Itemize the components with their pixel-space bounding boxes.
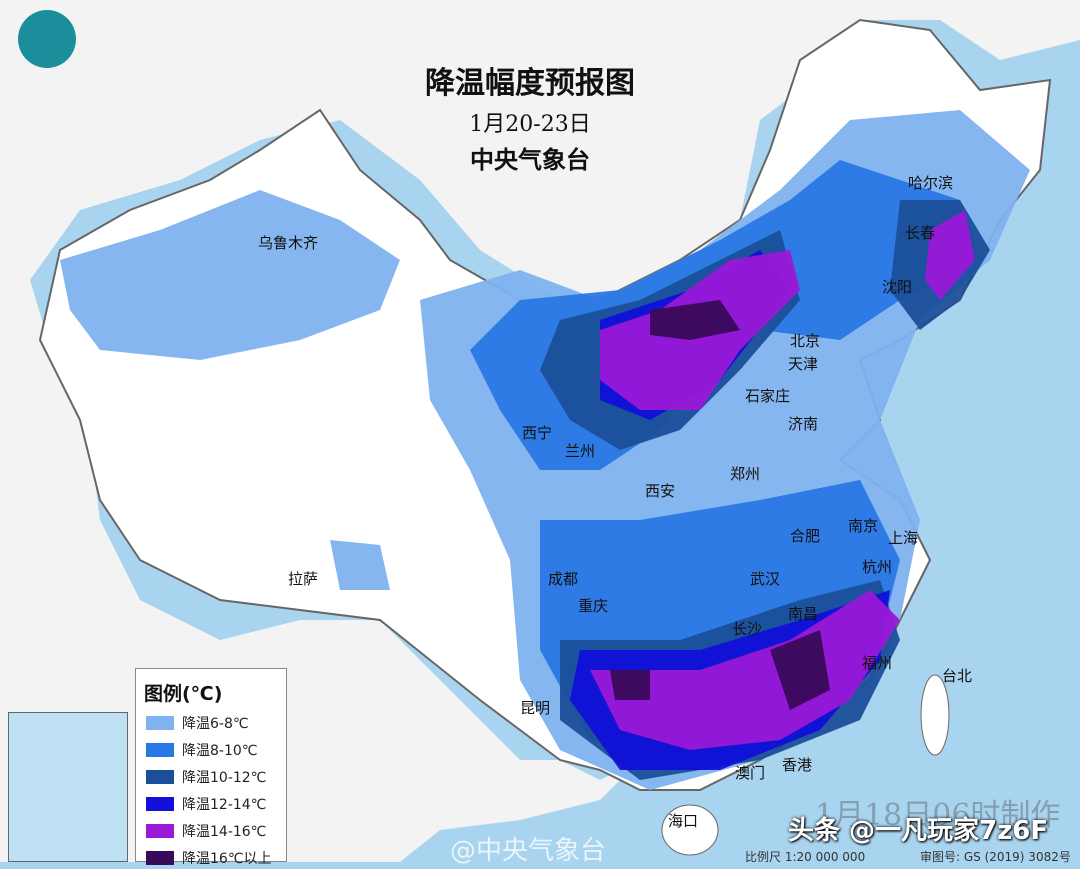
temperature-drop-areas [60,110,1030,790]
legend-label: 降温6-8℃ [182,716,249,732]
legend-label: 降温10-12℃ [182,770,267,786]
city-label: 南京 [848,517,879,535]
city-label: 南昌 [788,605,819,623]
toutiao-watermark: 头条 @一凡玩家7z6F [788,816,1049,846]
city-label: 长春 [905,224,936,242]
legend-label: 降温16℃以上 [182,851,272,867]
city-label: 台北 [942,667,973,685]
city-label: 郑州 [730,465,761,483]
legend-swatch [146,716,174,730]
legend-title: 图例(℃) [144,683,223,705]
temperature-drop-area [60,190,400,360]
city-label: 武汉 [750,570,781,588]
city-label: 澳门 [735,764,766,782]
city-label: 哈尔滨 [908,174,954,192]
legend-item: 降温14-16℃ [146,820,286,842]
city-label: 长沙 [732,620,763,638]
city-label: 沈阳 [882,278,913,296]
city-label: 香港 [782,756,813,774]
legend-item: 降温12-14℃ [146,793,286,815]
hainan-island [661,804,719,856]
temperature-drop-area [590,590,900,750]
city-label: 合肥 [790,527,821,545]
city-label: 昆明 [520,699,551,717]
temperature-drop-area [770,630,830,710]
map-title: 降温幅度预报图 [425,66,635,101]
city-label: 成都 [548,570,579,588]
city-label: 济南 [788,415,819,433]
legend-item: 降温10-12℃ [146,766,286,788]
map-agency: 中央气象台 [470,145,590,174]
city-label: 上海 [888,529,919,547]
city-label: 杭州 [862,558,893,576]
legend: 图例(℃) 降温6-8℃ 降温8-10℃ 降温10-12℃ 降温12-14℃ 降温14-… [135,668,287,867]
city-label: 石家庄 [745,387,791,405]
city-label: 西宁 [522,424,553,442]
temperature-drop-area [925,210,975,300]
city-label: 天津 [788,355,819,373]
approval-number: 审图号: GS (2019) 3082号 [920,850,1071,864]
temperature-drop-area [330,540,390,590]
city-label: 福州 [862,654,893,672]
legend-swatch [146,770,174,784]
temperature-drop-area [650,300,740,340]
cma-logo [18,10,76,68]
scale-text: 比例尺 1:20 000 000 [745,850,866,864]
legend-label: 降温8-10℃ [182,743,258,759]
city-label: 拉萨 [288,570,319,588]
legend-item: 降温8-10℃ [146,739,286,761]
legend-item: 降温16℃以上 [146,847,286,869]
legend-swatch [146,851,174,865]
legend-swatch [146,824,174,838]
legend-swatch [146,797,174,811]
city-label: 海口 [668,812,699,830]
taiwan-island [920,674,950,756]
weibo-watermark: @中央气象台 [450,836,607,866]
city-label: 西安 [645,482,676,500]
city-label: 兰州 [565,442,596,460]
city-label: 乌鲁木齐 [258,234,319,252]
legend-swatch [146,743,174,757]
legend-item: 降温6-8℃ [146,712,286,734]
temperature-drop-area [610,670,650,700]
map-date: 1月20-23日 [469,112,591,137]
made-time: 1月18日06时制作 [815,798,1061,833]
legend-label: 降温12-14℃ [182,797,267,813]
city-label: 北京 [790,332,821,350]
south-china-sea-inset [8,712,128,862]
legend-label: 降温14-16℃ [182,824,267,840]
city-label: 重庆 [578,597,609,615]
